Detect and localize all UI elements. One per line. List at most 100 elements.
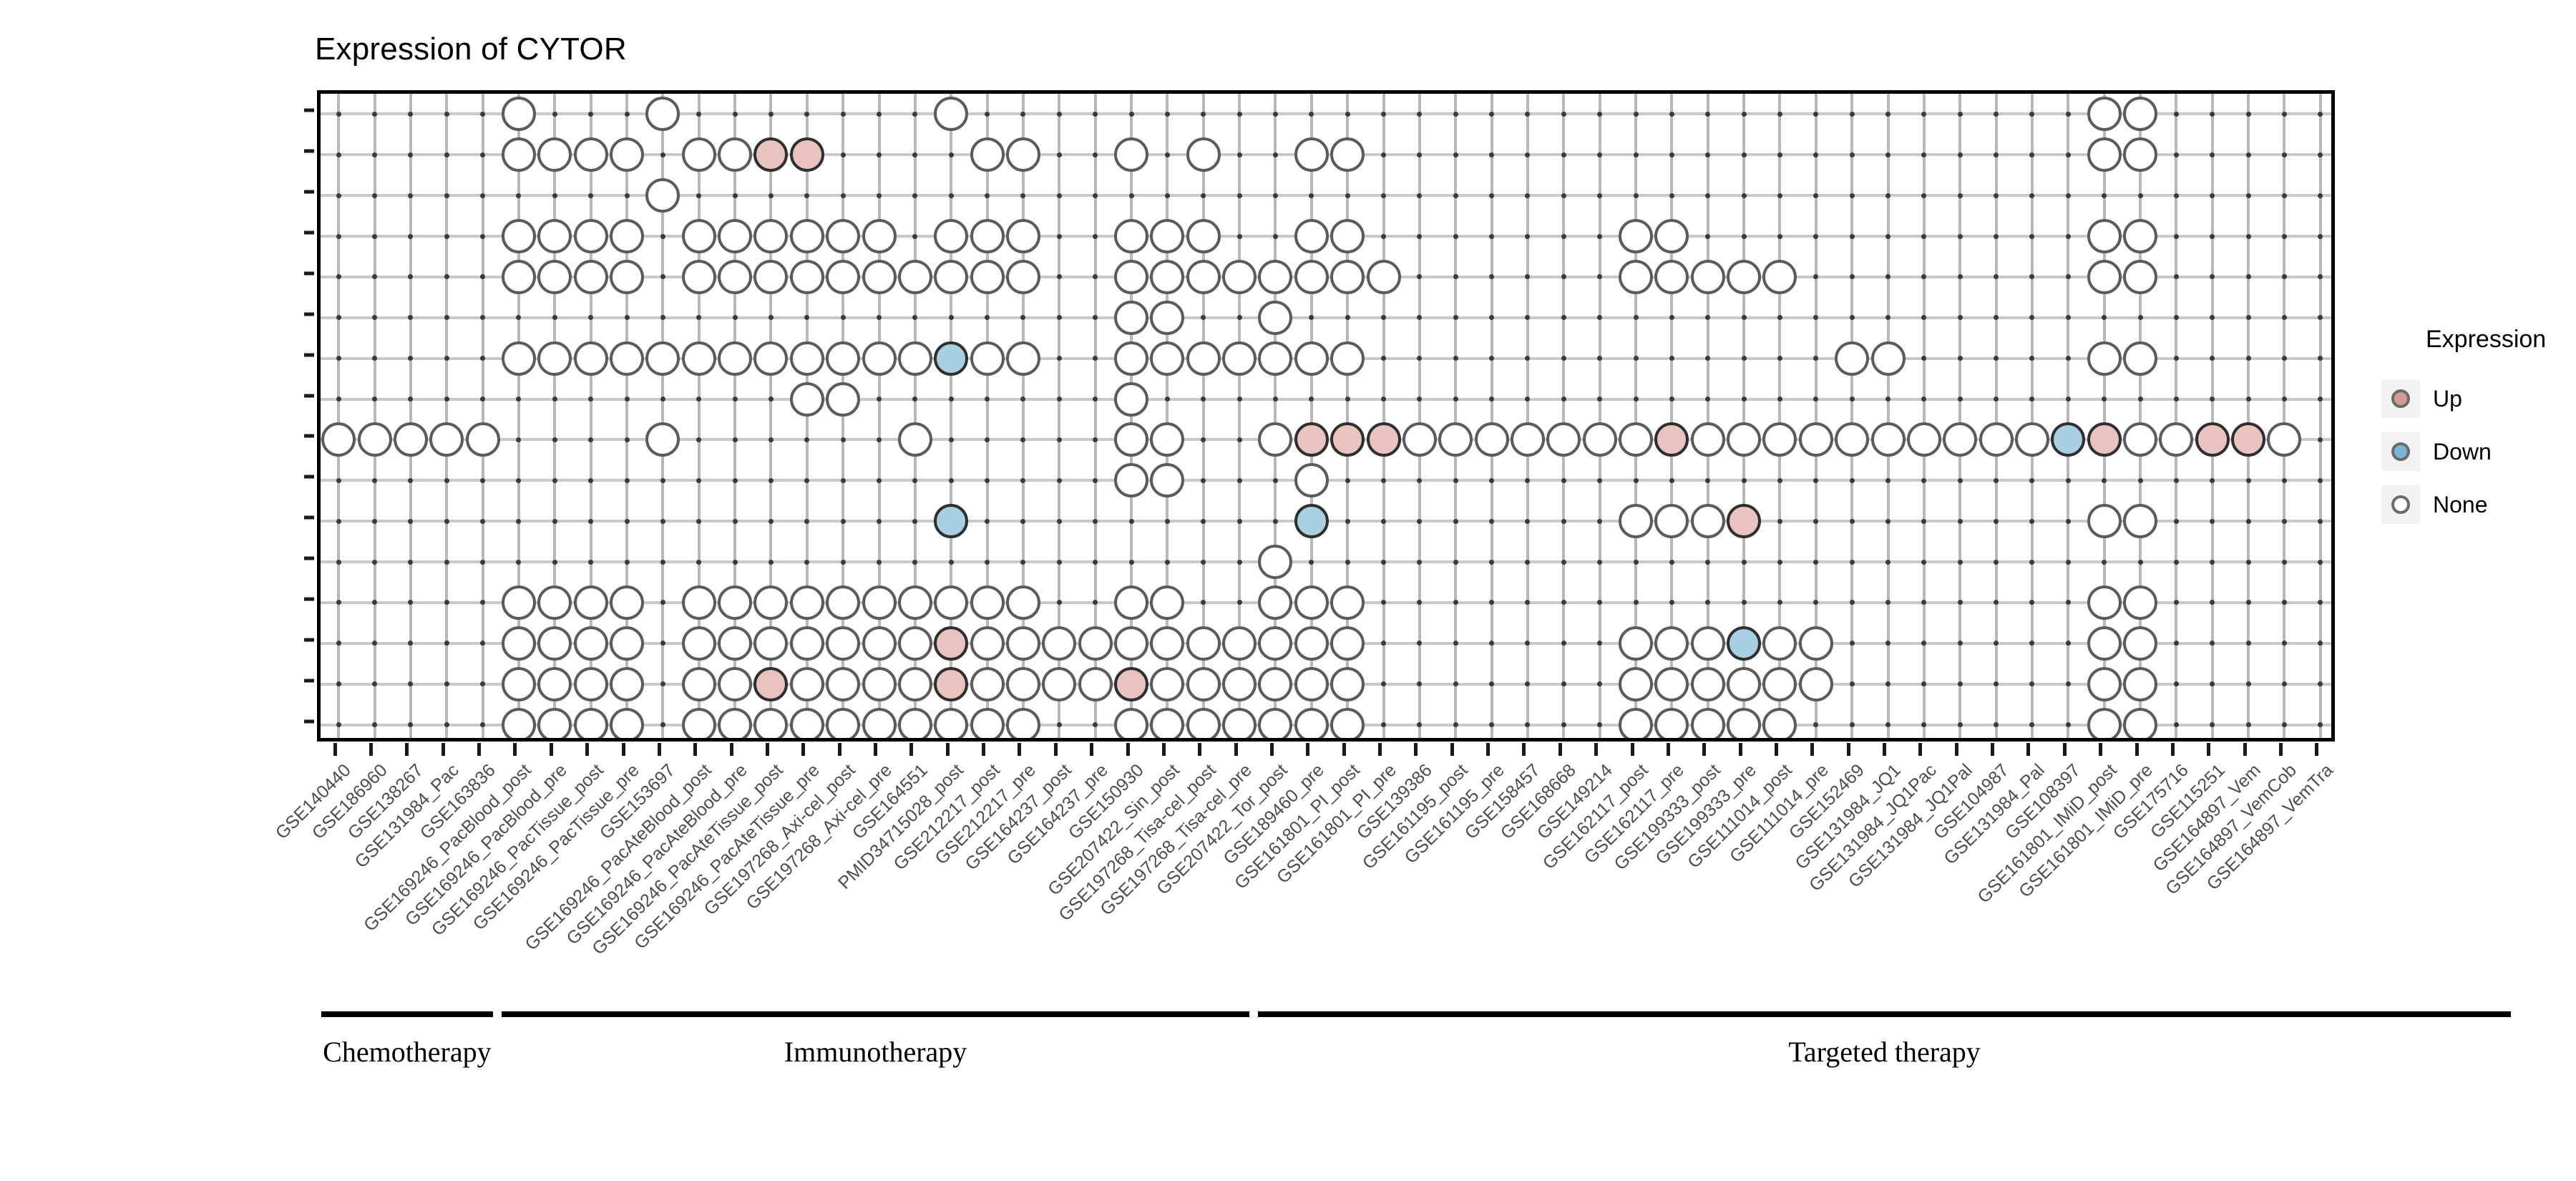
expression-dot[interactable] xyxy=(573,626,608,661)
expression-dot[interactable] xyxy=(1474,422,1509,457)
expression-dot[interactable] xyxy=(753,259,789,294)
expression-dot[interactable] xyxy=(862,666,897,701)
expression-dot[interactable] xyxy=(1762,666,1797,701)
expression-dot[interactable] xyxy=(1438,422,1473,457)
expression-dot[interactable] xyxy=(1005,666,1040,701)
expression-dot[interactable] xyxy=(2087,219,2122,254)
expression-dot[interactable] xyxy=(1619,259,1654,294)
expression-dot[interactable] xyxy=(862,626,897,661)
expression-dot[interactable] xyxy=(1835,422,1870,457)
expression-dot[interactable] xyxy=(789,137,824,172)
expression-dot[interactable] xyxy=(789,381,824,417)
expression-dot[interactable] xyxy=(1835,341,1870,376)
expression-dot[interactable] xyxy=(1150,626,1185,661)
expression-dot[interactable] xyxy=(897,666,932,701)
expression-dot[interactable] xyxy=(826,585,861,620)
expression-dot[interactable] xyxy=(1258,300,1293,335)
expression-dot[interactable] xyxy=(2123,585,2158,620)
expression-dot[interactable] xyxy=(1150,463,1185,498)
expression-dot[interactable] xyxy=(1042,626,1077,661)
expression-dot[interactable] xyxy=(573,219,608,254)
expression-dot[interactable] xyxy=(681,341,716,376)
expression-dot[interactable] xyxy=(681,666,716,701)
expression-dot[interactable] xyxy=(1294,219,1329,254)
expression-dot[interactable] xyxy=(1727,422,1762,457)
expression-dot[interactable] xyxy=(1294,463,1329,498)
plot-panel[interactable] xyxy=(317,90,2335,742)
expression-dot[interactable] xyxy=(2195,422,2230,457)
expression-dot[interactable] xyxy=(718,341,753,376)
expression-dot[interactable] xyxy=(1258,585,1293,620)
expression-dot[interactable] xyxy=(1186,219,1221,254)
expression-dot[interactable] xyxy=(1258,341,1293,376)
expression-dot[interactable] xyxy=(1546,422,1581,457)
expression-dot[interactable] xyxy=(1510,422,1545,457)
expression-dot[interactable] xyxy=(2051,422,2086,457)
expression-dot[interactable] xyxy=(897,259,932,294)
expression-dot[interactable] xyxy=(1330,626,1365,661)
expression-dot[interactable] xyxy=(681,137,716,172)
expression-dot[interactable] xyxy=(537,219,572,254)
expression-dot[interactable] xyxy=(2123,341,2158,376)
expression-dot[interactable] xyxy=(1150,341,1185,376)
expression-dot[interactable] xyxy=(753,626,789,661)
expression-dot[interactable] xyxy=(1979,422,2014,457)
expression-dot[interactable] xyxy=(862,341,897,376)
expression-dot[interactable] xyxy=(1762,422,1797,457)
expression-dot[interactable] xyxy=(2267,422,2302,457)
expression-dot[interactable] xyxy=(1727,259,1762,294)
expression-dot[interactable] xyxy=(1294,137,1329,172)
expression-dot[interactable] xyxy=(1798,626,1833,661)
expression-dot[interactable] xyxy=(789,341,824,376)
expression-dot[interactable] xyxy=(1042,666,1077,701)
expression-dot[interactable] xyxy=(1114,137,1149,172)
expression-dot[interactable] xyxy=(1330,341,1365,376)
expression-dot[interactable] xyxy=(1330,666,1365,701)
expression-dot[interactable] xyxy=(753,341,789,376)
expression-dot[interactable] xyxy=(681,219,716,254)
expression-dot[interactable] xyxy=(1906,422,1941,457)
expression-dot[interactable] xyxy=(1798,422,1833,457)
expression-dot[interactable] xyxy=(610,341,645,376)
expression-dot[interactable] xyxy=(1762,259,1797,294)
expression-dot[interactable] xyxy=(1294,626,1329,661)
expression-dot[interactable] xyxy=(1762,626,1797,661)
expression-dot[interactable] xyxy=(789,259,824,294)
expression-dot[interactable] xyxy=(934,97,969,132)
expression-dot[interactable] xyxy=(2123,97,2158,132)
expression-dot[interactable] xyxy=(970,666,1005,701)
expression-dot[interactable] xyxy=(610,259,645,294)
expression-dot[interactable] xyxy=(645,422,680,457)
expression-dot[interactable] xyxy=(1150,259,1185,294)
expression-dot[interactable] xyxy=(718,219,753,254)
expression-dot[interactable] xyxy=(2123,422,2158,457)
expression-dot[interactable] xyxy=(1114,463,1149,498)
expression-dot[interactable] xyxy=(1330,219,1365,254)
expression-dot[interactable] xyxy=(970,137,1005,172)
expression-dot[interactable] xyxy=(826,626,861,661)
expression-dot[interactable] xyxy=(789,219,824,254)
expression-dot[interactable] xyxy=(1690,259,1725,294)
expression-dot[interactable] xyxy=(610,137,645,172)
expression-dot[interactable] xyxy=(1114,666,1149,701)
expression-dot[interactable] xyxy=(1366,422,1401,457)
expression-dot[interactable] xyxy=(573,137,608,172)
expression-dot[interactable] xyxy=(1005,626,1040,661)
expression-dot[interactable] xyxy=(1186,137,1221,172)
expression-dot[interactable] xyxy=(2087,259,2122,294)
expression-dot[interactable] xyxy=(1114,422,1149,457)
expression-dot[interactable] xyxy=(1186,626,1221,661)
expression-dot[interactable] xyxy=(862,585,897,620)
expression-dot[interactable] xyxy=(826,666,861,701)
expression-dot[interactable] xyxy=(970,219,1005,254)
expression-dot[interactable] xyxy=(897,341,932,376)
expression-dot[interactable] xyxy=(610,585,645,620)
expression-dot[interactable] xyxy=(610,219,645,254)
expression-dot[interactable] xyxy=(1654,666,1689,701)
expression-dot[interactable] xyxy=(501,585,536,620)
expression-dot[interactable] xyxy=(537,626,572,661)
expression-dot[interactable] xyxy=(357,422,392,457)
expression-dot[interactable] xyxy=(2123,504,2158,539)
expression-dot[interactable] xyxy=(1654,626,1689,661)
expression-dot[interactable] xyxy=(1150,219,1185,254)
